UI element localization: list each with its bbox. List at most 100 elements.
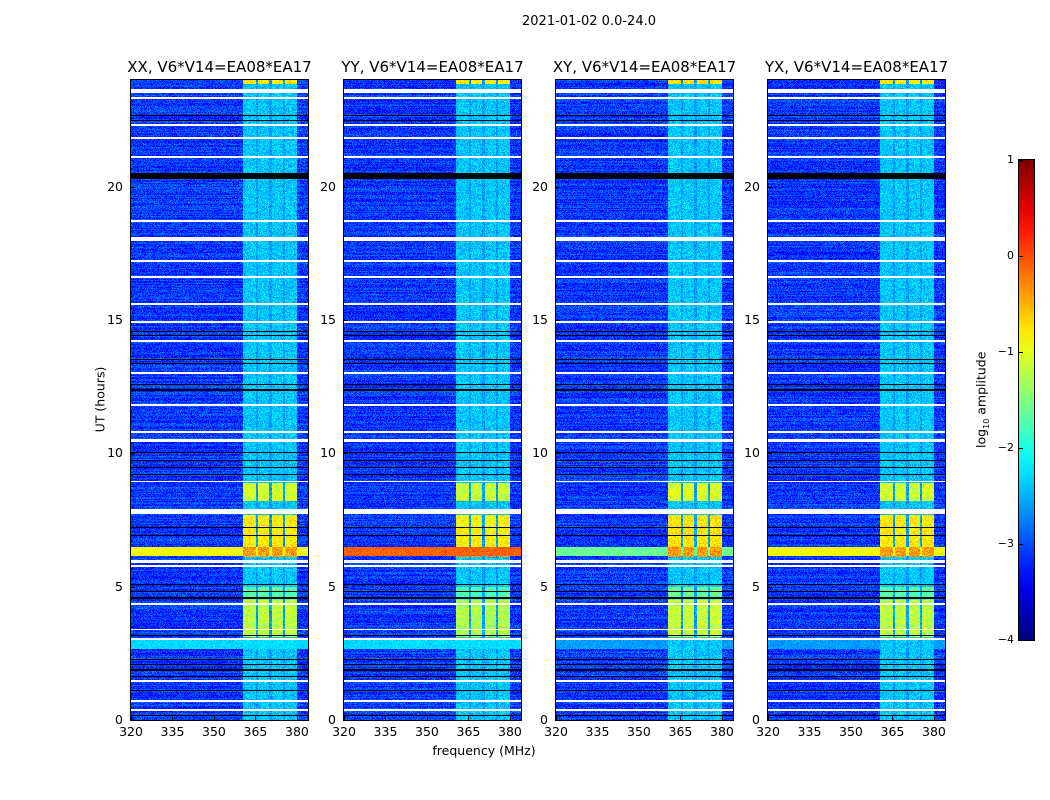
x-tick-mark <box>255 716 257 720</box>
y-tick-mark <box>344 186 348 188</box>
x-tick-mark <box>680 716 682 720</box>
colorbar-tick-label: −2 <box>997 441 1014 454</box>
y-tick-mark <box>768 453 772 455</box>
x-tick-label: 335 <box>585 724 610 739</box>
y-tick-mark <box>131 320 135 321</box>
x-tick-mark <box>597 716 599 720</box>
panel-title: YY, V6*V14=EA08*EA17 <box>341 58 524 76</box>
x-tick-label: 350 <box>202 724 226 739</box>
y-tick-label: 10 <box>532 445 548 461</box>
heatmap-panel <box>343 79 522 721</box>
y-tick-mark <box>131 586 135 588</box>
x-tick-mark <box>556 716 557 720</box>
x-tick-label: 365 <box>243 724 268 739</box>
colorbar-tick-mark <box>1019 544 1023 545</box>
y-tick-mark <box>344 320 348 321</box>
x-tick-label: 365 <box>668 724 693 739</box>
x-tick-mark <box>468 716 470 720</box>
y-tick-label: 5 <box>752 578 760 594</box>
x-tick-label: 380 <box>285 724 309 739</box>
colorbar-tick-mark <box>1019 352 1023 353</box>
y-tick-label: 0 <box>328 712 336 727</box>
x-tick-label: 365 <box>880 724 905 739</box>
y-tick-mark <box>344 453 348 455</box>
x-tick-label: 380 <box>710 724 734 739</box>
colorbar-tick-label: −3 <box>997 537 1014 550</box>
x-tick-label: 335 <box>373 724 398 739</box>
y-tick-mark <box>556 720 560 721</box>
colorbar-tick-label: −1 <box>997 345 1014 358</box>
y-tick-label: 20 <box>744 178 760 194</box>
x-tick-label: 350 <box>415 724 439 739</box>
panel-title: YX, V6*V14=EA08*EA17 <box>764 58 949 76</box>
panel-title: XY, V6*V14=EA08*EA17 <box>552 58 737 76</box>
heatmap-image <box>556 80 733 720</box>
y-tick-mark <box>131 186 135 188</box>
y-tick-mark <box>556 186 560 188</box>
y-axis-label: UT (hours) <box>92 366 108 433</box>
y-tick-mark <box>556 586 560 588</box>
y-tick-label: 15 <box>320 312 336 327</box>
y-tick-label: 5 <box>540 578 548 594</box>
y-tick-mark <box>768 720 772 721</box>
x-tick-mark <box>172 716 174 720</box>
heatmap-panel <box>767 79 946 721</box>
colorbar <box>1018 159 1035 641</box>
x-tick-mark <box>385 716 387 720</box>
y-tick-mark <box>131 720 135 721</box>
y-tick-label: 15 <box>107 312 123 327</box>
x-tick-mark <box>296 716 298 720</box>
y-tick-label: 20 <box>320 178 336 194</box>
x-tick-mark <box>344 716 345 720</box>
x-tick-label: 380 <box>922 724 946 739</box>
heatmap-image <box>768 80 945 720</box>
x-tick-mark <box>721 716 723 720</box>
y-tick-label: 10 <box>320 445 336 461</box>
panel-title: XX, V6*V14=EA08*EA17 <box>127 58 312 76</box>
colorbar-tick-label: −4 <box>997 633 1014 646</box>
heatmap-image <box>344 80 521 720</box>
y-tick-label: 0 <box>752 712 760 727</box>
x-tick-mark <box>809 716 811 720</box>
y-tick-label: 10 <box>744 445 760 461</box>
heatmap-panel <box>555 79 734 721</box>
colorbar-tick-label: 0 <box>1007 249 1014 262</box>
x-tick-label: 320 <box>544 724 568 739</box>
colorbar-tick-mark <box>1019 640 1023 641</box>
y-tick-label: 5 <box>328 578 336 594</box>
y-tick-mark <box>556 453 560 455</box>
x-tick-label: 320 <box>332 724 356 739</box>
x-tick-mark <box>213 716 215 720</box>
y-tick-mark <box>768 586 772 588</box>
y-tick-label: 5 <box>115 578 123 594</box>
x-tick-label: 335 <box>160 724 185 739</box>
y-tick-label: 20 <box>532 178 548 194</box>
x-tick-label: 350 <box>627 724 651 739</box>
colorbar-tick-label: 1 <box>1007 153 1014 166</box>
colorbar-tick-mark <box>1019 448 1023 449</box>
y-tick-mark <box>344 586 348 588</box>
x-tick-mark <box>933 716 935 720</box>
x-tick-mark <box>892 716 894 720</box>
y-tick-mark <box>768 186 772 188</box>
colorbar-label-sub: 10 <box>981 418 991 429</box>
colorbar-tick-mark <box>1019 160 1023 161</box>
colorbar-label-suffix: amplitude <box>973 351 989 419</box>
y-tick-mark <box>768 320 772 321</box>
heatmap-panel <box>130 79 309 721</box>
x-tick-label: 320 <box>756 724 780 739</box>
colorbar-tick-mark <box>1019 256 1023 257</box>
y-tick-label: 0 <box>115 712 123 727</box>
figure-title: 2021-01-02 0.0-24.0 <box>522 14 656 29</box>
x-tick-mark <box>426 716 428 720</box>
x-tick-mark <box>509 716 511 720</box>
x-tick-label: 365 <box>456 724 481 739</box>
x-tick-mark <box>131 716 132 720</box>
y-tick-mark <box>556 320 560 321</box>
x-axis-label: frequency (MHz) <box>432 743 536 758</box>
x-tick-label: 320 <box>119 724 143 739</box>
x-tick-mark <box>768 716 769 720</box>
y-tick-label: 15 <box>532 312 548 327</box>
y-tick-mark <box>344 720 348 721</box>
